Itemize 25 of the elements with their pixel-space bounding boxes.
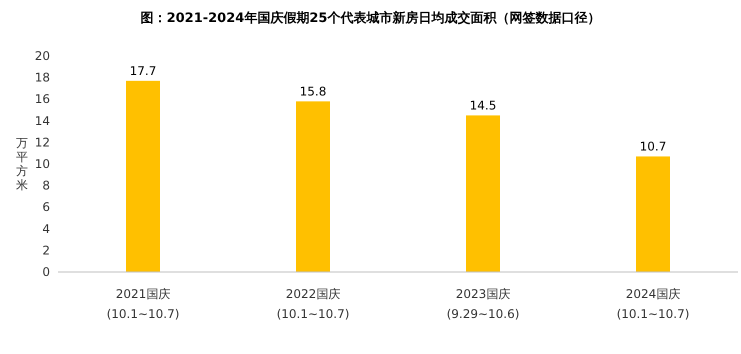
bar [126,80,160,272]
data-label: 15.8 [300,84,326,98]
y-tick-label: 16 [34,92,50,106]
y-tick-label: 18 [34,70,50,85]
y-tick-label: 10 [34,157,50,171]
y-tick-label: 6 [42,200,50,214]
y-tick-label: 20 [34,49,50,63]
bar [636,156,670,272]
x-tick-label: 2024国庆 (10.1~10.7) [616,287,690,321]
y-tick-label: 12 [34,135,50,150]
y-tick-label: 2 [42,243,50,258]
bar [296,101,330,272]
y-tick-label: 8 [42,178,50,193]
y-axis-title: 万平方米 [16,136,28,192]
data-label: 14.5 [470,98,496,112]
x-tick-label: 2022国庆 (10.1~10.7) [276,287,350,321]
x-tick-label: 2023国庆 (9.29~10.6) [446,287,520,321]
y-tick-label: 14 [34,114,50,128]
data-label: 17.7 [130,64,156,78]
x-tick-label: 2021国庆 (10.1~10.7) [106,287,180,321]
data-label: 10.7 [640,139,666,154]
y-tick-label: 4 [42,222,50,236]
y-tick-label: 0 [42,265,50,279]
bar [466,115,500,272]
chart-title: 图：2021-2024年国庆假期25个代表城市新房日均成交面积（网签数据口径） [140,10,600,26]
